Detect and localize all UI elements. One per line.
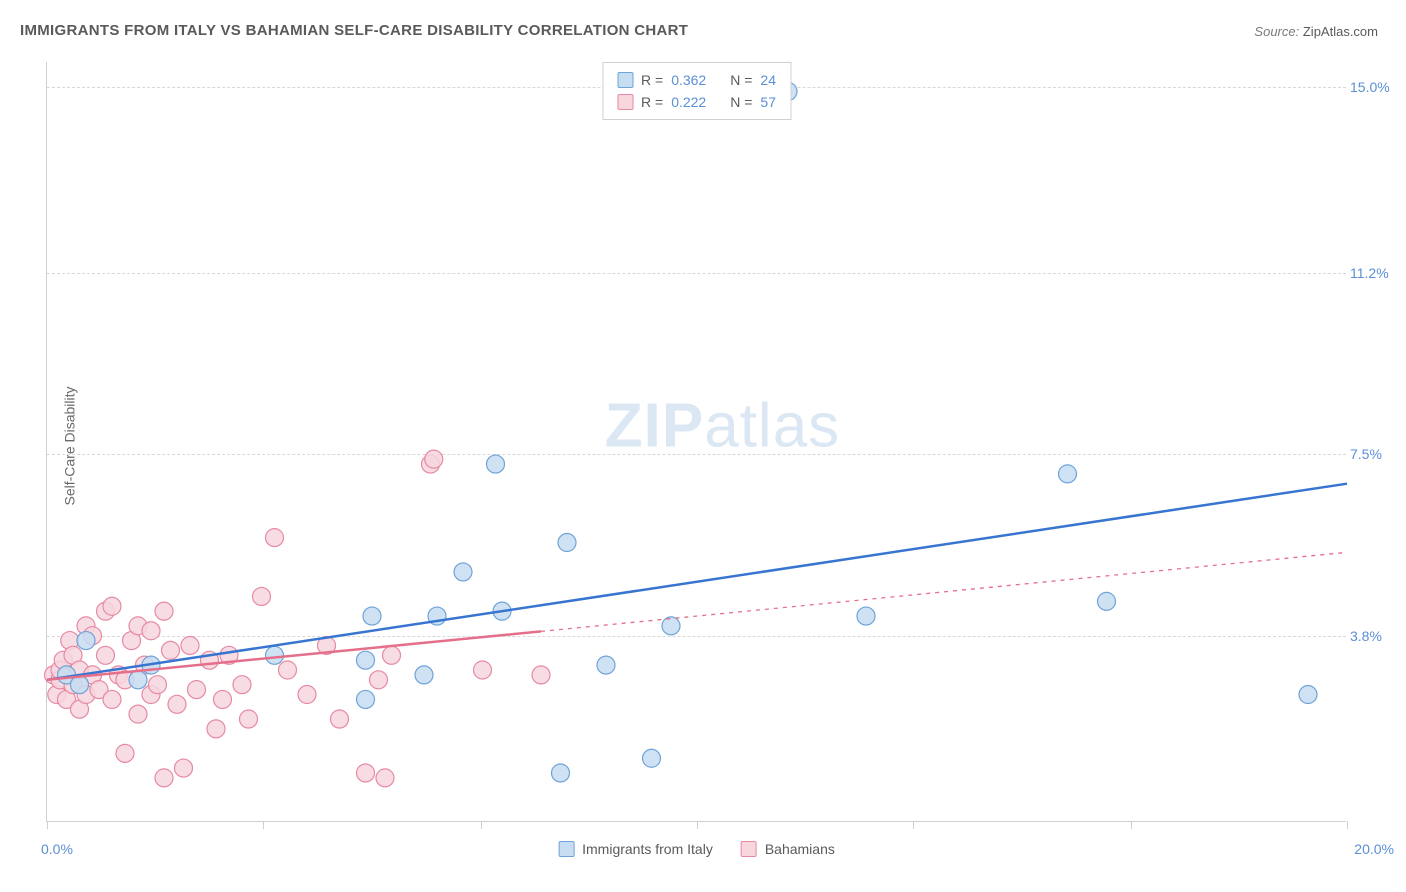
scatter-point [857,607,875,625]
y-tick-label: 11.2% [1350,265,1400,281]
scatter-point [181,636,199,654]
legend-bottom-item-bahamians: Bahamians [741,841,835,857]
legend-swatch-italy [558,841,574,857]
scatter-point [454,563,472,581]
scatter-point [298,686,316,704]
scatter-point [487,455,505,473]
scatter-point [214,690,232,708]
y-tick-label: 15.0% [1350,79,1400,95]
legend-top-row-2: R = 0.222 N = 57 [617,91,776,113]
scatter-point [1098,592,1116,610]
n-value-italy: 24 [760,69,776,91]
scatter-point [1059,465,1077,483]
legend-bottom: Immigrants from Italy Bahamians [558,841,835,857]
scatter-point [643,749,661,767]
scatter-point [532,666,550,684]
scatter-point [77,632,95,650]
scatter-point [162,641,180,659]
source-label: Source: [1254,24,1299,39]
x-axis-min-label: 0.0% [41,841,73,857]
scatter-point [142,622,160,640]
plot-area: ZIPatlas R = 0.362 N = 24 R = 0.222 N = … [46,62,1346,822]
scatter-point [129,705,147,723]
legend-bottom-item-italy: Immigrants from Italy [558,841,713,857]
n-label: N = [730,69,752,91]
scatter-point [357,651,375,669]
scatter-point [279,661,297,679]
chart-title: IMMIGRANTS FROM ITALY VS BAHAMIAN SELF-C… [20,22,688,39]
scatter-point [207,720,225,738]
scatter-point [474,661,492,679]
scatter-point [266,529,284,547]
scatter-point [376,769,394,787]
n-value-bahamians: 57 [760,91,776,113]
trend-line-extrapolated [541,552,1347,631]
scatter-point [253,587,271,605]
x-tick [697,821,698,829]
scatter-point [363,607,381,625]
scatter-point [149,676,167,694]
legend-top: R = 0.362 N = 24 R = 0.222 N = 57 [602,62,791,120]
legend-top-row-1: R = 0.362 N = 24 [617,69,776,91]
y-tick-label: 3.8% [1350,628,1400,644]
scatter-point [175,759,193,777]
scatter-point [558,534,576,552]
r-value-italy: 0.362 [671,69,706,91]
x-tick [1347,821,1348,829]
scatter-point [129,671,147,689]
x-axis-max-label: 20.0% [1354,841,1394,857]
scatter-point [233,676,251,694]
r-label: R = [641,69,663,91]
r-value-bahamians: 0.222 [671,91,706,113]
scatter-point [188,681,206,699]
scatter-point [97,646,115,664]
scatter-point [415,666,433,684]
plot-svg [47,62,1346,821]
legend-label-bahamians: Bahamians [765,841,835,857]
x-tick [1131,821,1132,829]
legend-swatch-bahamians [617,94,633,110]
x-tick [913,821,914,829]
x-tick [47,821,48,829]
scatter-point [552,764,570,782]
r-label: R = [641,91,663,113]
trend-line [47,484,1347,680]
scatter-point [240,710,258,728]
scatter-point [331,710,349,728]
scatter-point [597,656,615,674]
legend-label-italy: Immigrants from Italy [582,841,713,857]
scatter-point [357,690,375,708]
n-label: N = [730,91,752,113]
scatter-point [266,646,284,664]
scatter-point [425,450,443,468]
scatter-point [370,671,388,689]
legend-swatch-italy [617,72,633,88]
scatter-point [103,690,121,708]
x-tick [481,821,482,829]
scatter-point [103,597,121,615]
scatter-point [1299,686,1317,704]
source-value: ZipAtlas.com [1303,24,1378,39]
scatter-point [116,744,134,762]
legend-swatch-bahamians [741,841,757,857]
scatter-point [357,764,375,782]
scatter-point [155,602,173,620]
scatter-point [662,617,680,635]
scatter-point [168,695,186,713]
source-attribution: Source: ZipAtlas.com [1254,24,1378,39]
scatter-point [383,646,401,664]
scatter-point [155,769,173,787]
x-tick [263,821,264,829]
chart-container: IMMIGRANTS FROM ITALY VS BAHAMIAN SELF-C… [0,0,1406,892]
y-tick-label: 7.5% [1350,446,1400,462]
